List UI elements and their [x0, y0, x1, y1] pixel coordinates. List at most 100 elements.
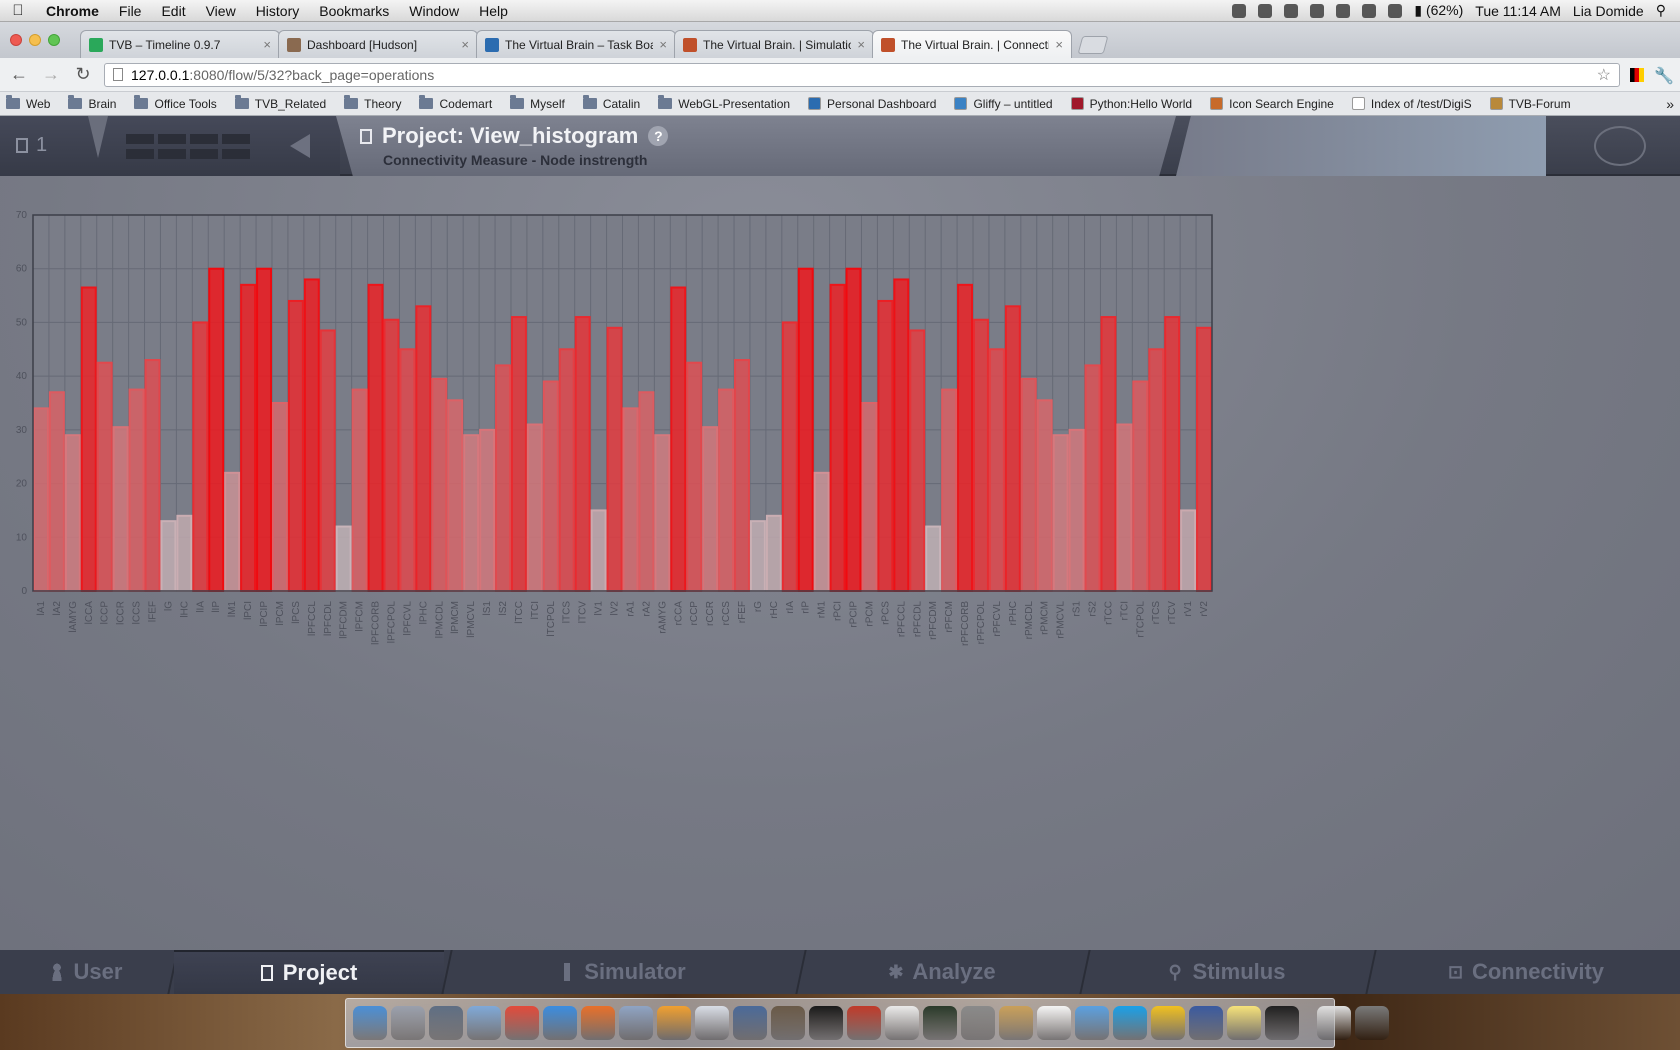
histogram-bar[interactable]	[96, 361, 113, 592]
bookmark-item[interactable]: WebGL-Presentation	[658, 95, 790, 111]
finder-icon[interactable]	[353, 1006, 387, 1040]
calendar-icon[interactable]	[1037, 1006, 1071, 1040]
bookmark-item[interactable]: Brain	[68, 95, 116, 111]
reload-button[interactable]: ↻	[75, 64, 91, 84]
menu-edit[interactable]: Edit	[161, 2, 186, 19]
histogram-bar[interactable]	[1196, 326, 1213, 593]
zoom-window-icon[interactable]	[48, 34, 60, 46]
stickies-icon[interactable]	[1227, 1006, 1261, 1040]
calculator-icon[interactable]	[1189, 1006, 1223, 1040]
histogram-bar[interactable]	[431, 377, 448, 592]
terminal-icon[interactable]	[809, 1006, 843, 1040]
safari-icon[interactable]	[543, 1006, 577, 1040]
histogram-bar[interactable]	[909, 329, 926, 592]
nav-analyze[interactable]: ✱ Analyze	[802, 950, 1082, 994]
activity-monitor-icon[interactable]	[923, 1006, 957, 1040]
tab-close-icon[interactable]: ×	[857, 37, 865, 52]
histogram-bar[interactable]	[686, 361, 703, 592]
histogram-bar[interactable]	[33, 407, 49, 592]
filezilla-icon[interactable]	[847, 1006, 881, 1040]
apple-icon[interactable]: 	[0, 2, 36, 19]
histogram-bar[interactable]	[845, 267, 862, 592]
menu-window[interactable]: Window	[409, 2, 460, 19]
checkmark-icon[interactable]	[1284, 3, 1299, 18]
histogram-bar[interactable]	[303, 278, 320, 592]
bookmark-item[interactable]: Index of /test/DigiS	[1351, 97, 1472, 111]
histogram-bar[interactable]	[941, 388, 958, 592]
nav-stimulus[interactable]: ⚲ Stimulus	[1086, 950, 1368, 994]
browser-tab[interactable]: Dashboard [Hudson] ×	[278, 30, 478, 58]
histogram-bar[interactable]	[606, 326, 623, 593]
bookmark-item[interactable]: Gliffy – untitled	[954, 97, 1053, 111]
bookmark-item[interactable]: Icon Search Engine	[1210, 97, 1334, 111]
histogram-bar[interactable]	[734, 359, 750, 592]
bookmark-item[interactable]: Python:Hello World	[1070, 97, 1192, 111]
menu-chrome[interactable]: Chrome	[46, 2, 99, 19]
postgres-icon[interactable]	[733, 1006, 767, 1040]
clock[interactable]: Tue 11:14 AM	[1475, 2, 1561, 19]
histogram-bar[interactable]	[1084, 364, 1101, 592]
histogram-bar[interactable]	[542, 380, 559, 592]
tab-close-icon[interactable]: ×	[659, 37, 667, 52]
itunes-icon[interactable]	[1075, 1006, 1109, 1040]
menu-help[interactable]: Help	[479, 2, 508, 19]
histogram-bar[interactable]	[335, 525, 352, 592]
wifi-icon[interactable]	[1362, 3, 1377, 18]
histogram-bar[interactable]	[510, 316, 527, 593]
histogram-bar[interactable]	[1020, 377, 1037, 592]
bluetooth-icon[interactable]	[1336, 3, 1351, 18]
launchpad-icon[interactable]	[391, 1006, 425, 1040]
system-preferences-icon[interactable]	[961, 1006, 995, 1040]
histogram-bar[interactable]	[973, 318, 989, 592]
tvb-brain-logo-icon[interactable]	[1594, 126, 1646, 166]
histogram-bar[interactable]	[208, 267, 225, 592]
browser-tab[interactable]: The Virtual Brain. | Connecti ×	[872, 30, 1072, 58]
nav-project[interactable]: Project	[174, 950, 444, 994]
address-book-icon[interactable]	[999, 1006, 1033, 1040]
histogram-bar[interactable]	[80, 286, 97, 592]
battery-indicator[interactable]: ▮ (62%)	[1414, 2, 1464, 18]
histogram-bar[interactable]	[988, 348, 1005, 592]
skype-icon[interactable]	[1113, 1006, 1147, 1040]
nav-simulator[interactable]: Simulator	[448, 950, 798, 994]
histogram-bar[interactable]	[463, 434, 480, 592]
photo-viewer-icon[interactable]	[429, 1006, 463, 1040]
database-icon[interactable]	[695, 1006, 729, 1040]
histogram-bar[interactable]	[1164, 316, 1181, 593]
histogram-bar[interactable]	[447, 399, 464, 592]
bookmark-item[interactable]: Theory	[344, 95, 401, 111]
histogram-bar[interactable]	[957, 283, 974, 592]
menu-view[interactable]: View	[205, 2, 236, 19]
help-icon[interactable]: ?	[648, 126, 669, 146]
dropbox-icon[interactable]	[1232, 3, 1247, 18]
histogram-bar[interactable]	[749, 520, 766, 592]
bookmark-item[interactable]: Codemart	[419, 95, 492, 111]
histogram-bar[interactable]	[781, 321, 798, 593]
histogram-bar[interactable]	[319, 329, 336, 592]
address-bar[interactable]: 127.0.0.1:8080/flow/5/32?back_page=opera…	[104, 62, 1620, 87]
histogram-bar[interactable]	[861, 402, 878, 592]
extension-flag-icon[interactable]	[1630, 67, 1644, 82]
bookmarks-overflow-button[interactable]: »	[1666, 95, 1674, 112]
histogram-bar[interactable]	[176, 514, 193, 592]
menu-bookmarks[interactable]: Bookmarks	[319, 2, 390, 19]
histogram-bar[interactable]	[192, 321, 209, 593]
histogram-bar[interactable]	[702, 426, 719, 592]
histogram-bar[interactable]	[383, 318, 400, 592]
spotlight-icon[interactable]: ⚲	[1655, 2, 1666, 18]
preview-icon[interactable]	[467, 1006, 501, 1040]
bookmark-item[interactable]: Personal Dashboard	[808, 97, 936, 111]
histogram-bar[interactable]	[495, 364, 511, 592]
x11-icon[interactable]	[1265, 1006, 1299, 1040]
histogram-bar[interactable]	[112, 426, 129, 592]
histogram-bar[interactable]	[144, 359, 161, 592]
histogram-bar[interactable]	[160, 520, 177, 592]
tab-close-icon[interactable]: ×	[461, 37, 469, 52]
histogram-bar[interactable]	[64, 434, 81, 592]
histogram-bar[interactable]	[1004, 305, 1021, 592]
adium-icon[interactable]	[1151, 1006, 1185, 1040]
menu-file[interactable]: File	[118, 2, 142, 19]
bookmark-item[interactable]: Catalin	[582, 95, 640, 111]
histogram-bar[interactable]	[271, 402, 288, 592]
nav-user[interactable]: User	[0, 950, 172, 994]
